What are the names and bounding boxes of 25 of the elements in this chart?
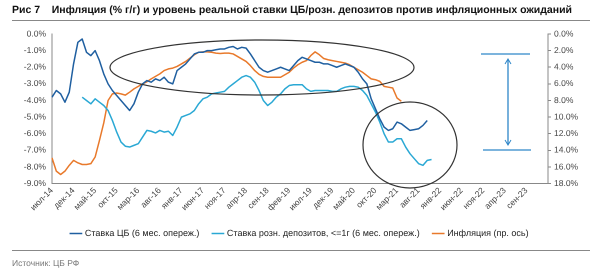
y-tick-label: -9.0% [24,178,46,188]
y-tick-label: -2.0% [24,62,46,72]
y2-tick-label: 16.0% [554,161,579,172]
legend-label: Ставка розн. депозитов, <=1г (6 мес. опереж.) [226,228,420,238]
y2-tick-label: 18.0% [554,178,579,188]
y2-tick-label: 0.0% [554,28,574,38]
chart-title: Рис 7 Инфляция (% г/г) и уровень реальной ставки ЦБ/розн. депозитов против инфляционных ожиданий [12,4,572,16]
y2-tick-label: 10.0% [554,111,579,122]
y2-tick-label: 6.0% [554,78,574,88]
text: Источник: ЦБ РФ [12,258,80,268]
y-tick-label: -8.0% [24,161,46,172]
y2-tick-label: 8.0% [554,94,574,105]
y-tick-label: -4.0% [24,94,46,105]
y2-tick-label: 4.0% [554,62,574,72]
y-tick-label: -1.0% [24,44,46,55]
y2-tick-label: 14.0% [554,144,579,155]
y-tick-label: -5.0% [24,111,46,122]
legend-label: Ставка ЦБ (6 мес. опереж.) [84,228,200,238]
y2-tick-label: 2.0% [554,44,574,55]
legend-label: Инфляция (пр. ось) [447,228,529,238]
y-tick-label: 0.0% [26,28,46,38]
y2-tick-label: 12.0% [554,128,579,138]
y-tick-label: -7.0% [24,144,46,155]
y-tick-label: -6.0% [24,128,46,138]
y-tick-label: -3.0% [24,78,46,88]
